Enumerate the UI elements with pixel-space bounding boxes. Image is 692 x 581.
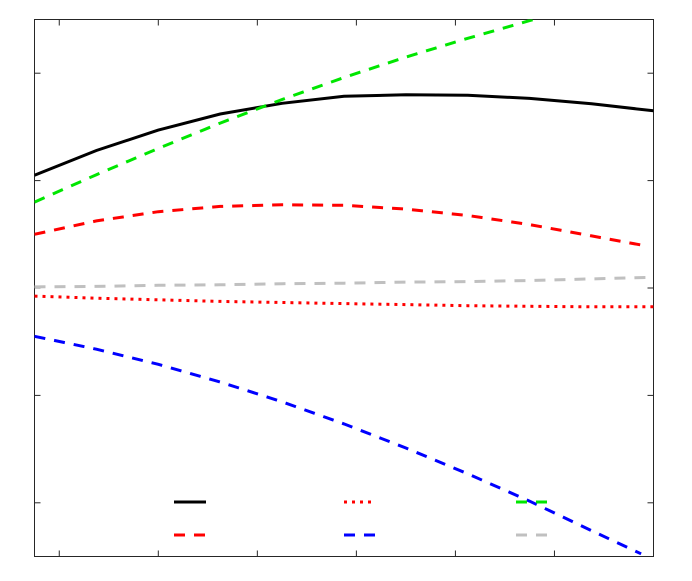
series-layer bbox=[34, 19, 654, 556]
legend bbox=[174, 500, 548, 537]
series-line-0 bbox=[34, 93, 654, 177]
series-line-5 bbox=[34, 275, 654, 289]
series-line-3 bbox=[34, 203, 642, 247]
series-line-4 bbox=[34, 334, 642, 556]
series-line-1 bbox=[34, 294, 654, 309]
axis-ticks bbox=[34, 19, 654, 557]
